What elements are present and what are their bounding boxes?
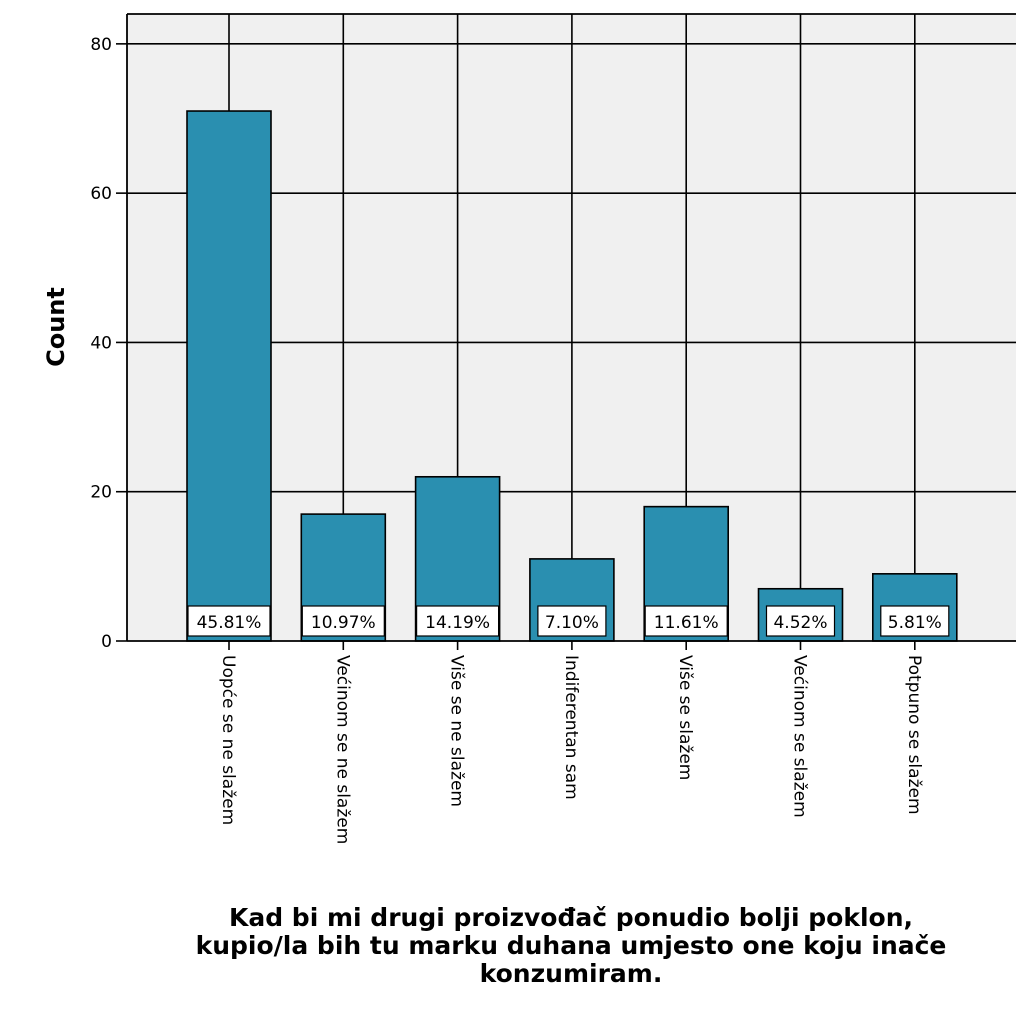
y-tick-label: 20 [90,483,112,503]
y-axis-title: Count [42,287,70,367]
data-label-box [537,605,607,637]
data-label-box [187,605,271,637]
grid-layer [127,14,1016,641]
data-label-box [301,605,385,637]
bar [186,110,272,642]
x-tick-label: Indiferentan sam [561,655,581,800]
data-label: 45.81% [197,613,262,633]
data-label: 11.61% [654,613,719,633]
data-label: 4.52% [773,613,827,633]
data-label-box [416,605,500,637]
x-tick-label: Većinom se ne slažem [332,655,352,844]
y-tick-label: 60 [90,184,112,204]
data-label: 14.19% [425,613,490,633]
x-tick-label: Više se ne slažem [447,655,467,807]
x-tick-label: Većinom se slažem [790,655,810,818]
data-label: 5.81% [888,613,942,633]
axis-layer: 0 20 40 60 80 Uopće se ne slažem Većinom se ne… [90,13,1016,844]
data-label-box [880,605,950,637]
y-tick-label: 0 [101,632,112,652]
x-axis-title-line-3: konzumiram. [480,959,663,988]
data-label-box [765,605,836,637]
y-tick-label: 80 [90,35,112,55]
data-label: 10.97% [311,613,376,633]
y-tick-label: 40 [90,333,112,353]
data-label-box [644,605,728,637]
bar-layer: 45.81% 10.97% 14.19% 7.10% 11.61% 4.52% 5.81% [186,110,958,642]
x-tick-label: Uopće se ne slažem [218,655,238,825]
x-axis-title-line-1: Kad bi mi drugi proizvođač ponudio bolji… [229,903,913,932]
data-label: 7.10% [545,613,599,633]
x-axis-title-line-2: kupio/la bih tu marku duhana umjesto one… [196,931,947,960]
x-tick-label: Potpuno se slažem [904,655,924,815]
x-tick-label: Više se slažem [675,655,695,780]
